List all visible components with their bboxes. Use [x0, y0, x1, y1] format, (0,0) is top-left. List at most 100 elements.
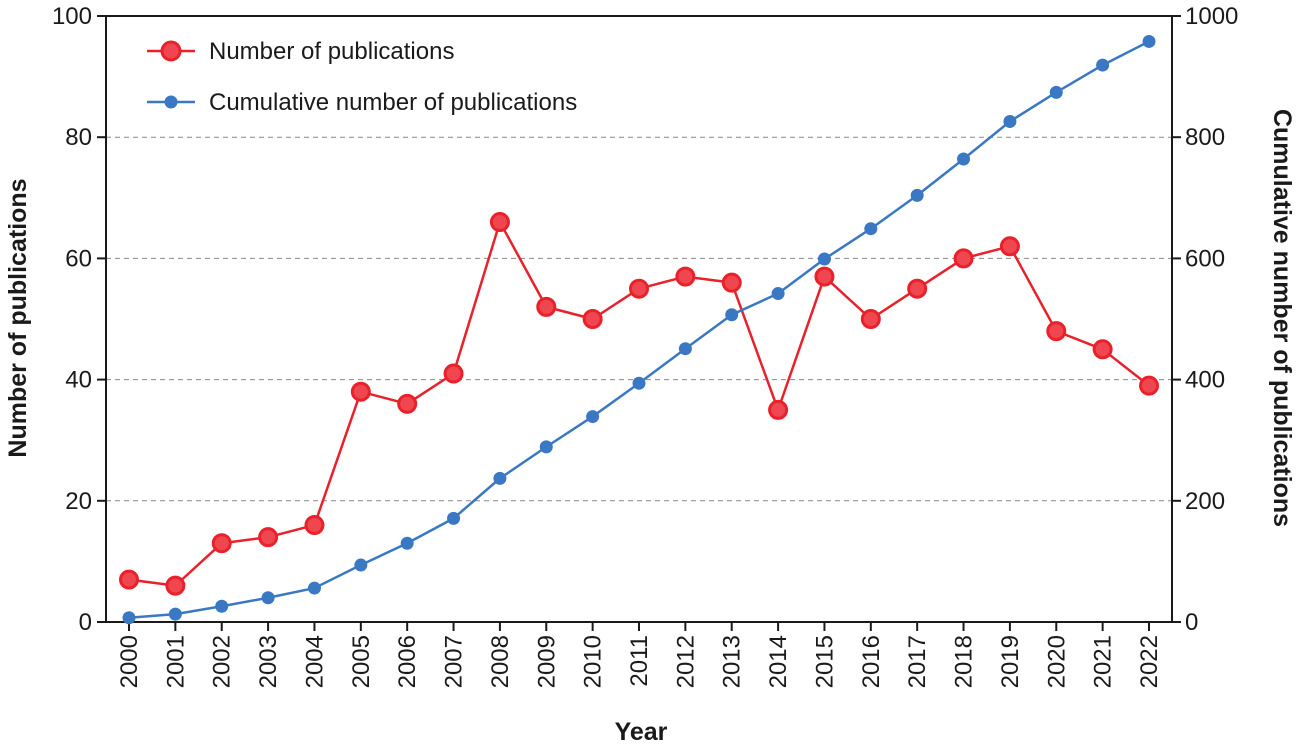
legend-label: Cumulative number of publications — [209, 89, 577, 116]
data-point — [165, 575, 186, 596]
data-point — [1092, 339, 1113, 360]
data-point — [536, 296, 557, 317]
series-line — [128, 40, 1150, 620]
x-tick-label: 2020 — [1043, 635, 1070, 688]
data-point — [397, 393, 418, 414]
x-tick-label: 2010 — [580, 635, 607, 688]
data-point — [721, 272, 742, 293]
x-tick-label: 2014 — [765, 635, 792, 688]
x-tick-label: 2006 — [394, 635, 421, 688]
data-point — [539, 440, 553, 454]
data-point — [493, 471, 507, 485]
data-point — [768, 399, 789, 420]
data-point — [447, 511, 461, 525]
data-point — [1049, 85, 1063, 99]
x-tick-label: 2008 — [487, 635, 514, 688]
data-point — [1139, 375, 1159, 396]
x-tick-label: 2003 — [255, 635, 282, 688]
x-tick-label: 2000 — [116, 635, 143, 688]
data-point — [860, 309, 881, 329]
legend-marker — [160, 40, 182, 62]
x-tick-label: 2004 — [301, 635, 328, 688]
x-tick-label: 2022 — [1136, 635, 1163, 688]
x-tick-label: 2007 — [441, 635, 468, 688]
legend-label: Number of publications — [209, 38, 454, 65]
legend-item: Number of publications — [147, 38, 454, 65]
data-point — [119, 569, 139, 590]
legend-marker — [164, 95, 178, 109]
y2-tick-label: 400 — [1185, 367, 1225, 394]
x-tick-label: 2011 — [626, 635, 653, 687]
x-axis-title: Year — [615, 718, 668, 746]
data-point — [215, 599, 229, 613]
data-point — [443, 363, 464, 384]
data-point — [678, 342, 692, 356]
data-point — [582, 309, 603, 329]
y-tick-label: 100 — [52, 3, 92, 30]
x-tick-label: 2016 — [858, 635, 885, 688]
x-tick-label: 2001 — [162, 635, 189, 688]
data-point — [629, 278, 649, 299]
x-tick-label: 2018 — [951, 635, 978, 688]
data-point — [489, 212, 510, 233]
series-publications — [119, 212, 1159, 596]
data-point — [725, 308, 739, 322]
data-point — [400, 536, 414, 550]
legend: Number of publications Cumulative number … — [147, 38, 577, 116]
y2-axis-title: Cumulative number of publications — [1268, 109, 1296, 527]
data-point — [999, 236, 1020, 257]
series-line — [128, 220, 1150, 587]
data-point — [168, 607, 182, 621]
y-tick-label: 20 — [65, 488, 92, 515]
data-point — [1096, 58, 1110, 72]
data-point — [261, 591, 275, 605]
y2-tick-label: 0 — [1185, 609, 1198, 636]
x-tick-label: 2021 — [1090, 635, 1117, 688]
x-tick-label: 2013 — [719, 635, 746, 688]
data-point — [910, 188, 924, 202]
data-point — [304, 515, 325, 536]
y2-tick-label: 200 — [1185, 488, 1225, 515]
data-point — [1003, 114, 1017, 128]
data-point — [953, 248, 974, 269]
y-tick-label: 40 — [65, 367, 92, 394]
y-tick-label: 80 — [65, 124, 92, 151]
y-tick-label: 60 — [65, 245, 92, 272]
data-point — [1142, 34, 1156, 48]
data-point — [907, 278, 928, 299]
y2-tick-label: 600 — [1185, 245, 1225, 272]
data-point — [632, 376, 646, 390]
y-tick-label: 0 — [79, 609, 92, 636]
data-point — [864, 222, 878, 236]
y2-tick-label: 1000 — [1185, 3, 1238, 30]
x-tick-label: 2002 — [209, 635, 236, 688]
x-tick-label: 2017 — [904, 635, 931, 688]
data-point — [957, 152, 971, 166]
data-point — [258, 527, 279, 548]
y2-tick-label: 800 — [1185, 124, 1225, 151]
data-point — [354, 558, 368, 572]
data-point — [211, 533, 232, 554]
data-point — [586, 410, 600, 424]
data-point — [814, 266, 835, 287]
data-point — [350, 381, 371, 402]
x-tick-label: 2009 — [533, 635, 560, 688]
data-point — [675, 266, 696, 287]
grid-lines — [106, 136, 1172, 502]
data-point — [122, 611, 136, 625]
data-point — [1046, 321, 1067, 342]
data-point — [771, 287, 785, 301]
x-tick-label: 2015 — [811, 635, 838, 688]
series — [119, 34, 1159, 625]
x-tick-label: 2019 — [997, 635, 1024, 688]
legend-item: Cumulative number of publications — [147, 89, 577, 116]
data-point — [817, 252, 831, 266]
x-tick-label: 2005 — [348, 635, 375, 688]
series-cumulative-publications — [122, 34, 1156, 625]
y-axis-title: Number of publications — [4, 178, 32, 457]
data-point — [307, 581, 321, 595]
x-tick-label: 2012 — [672, 635, 699, 688]
